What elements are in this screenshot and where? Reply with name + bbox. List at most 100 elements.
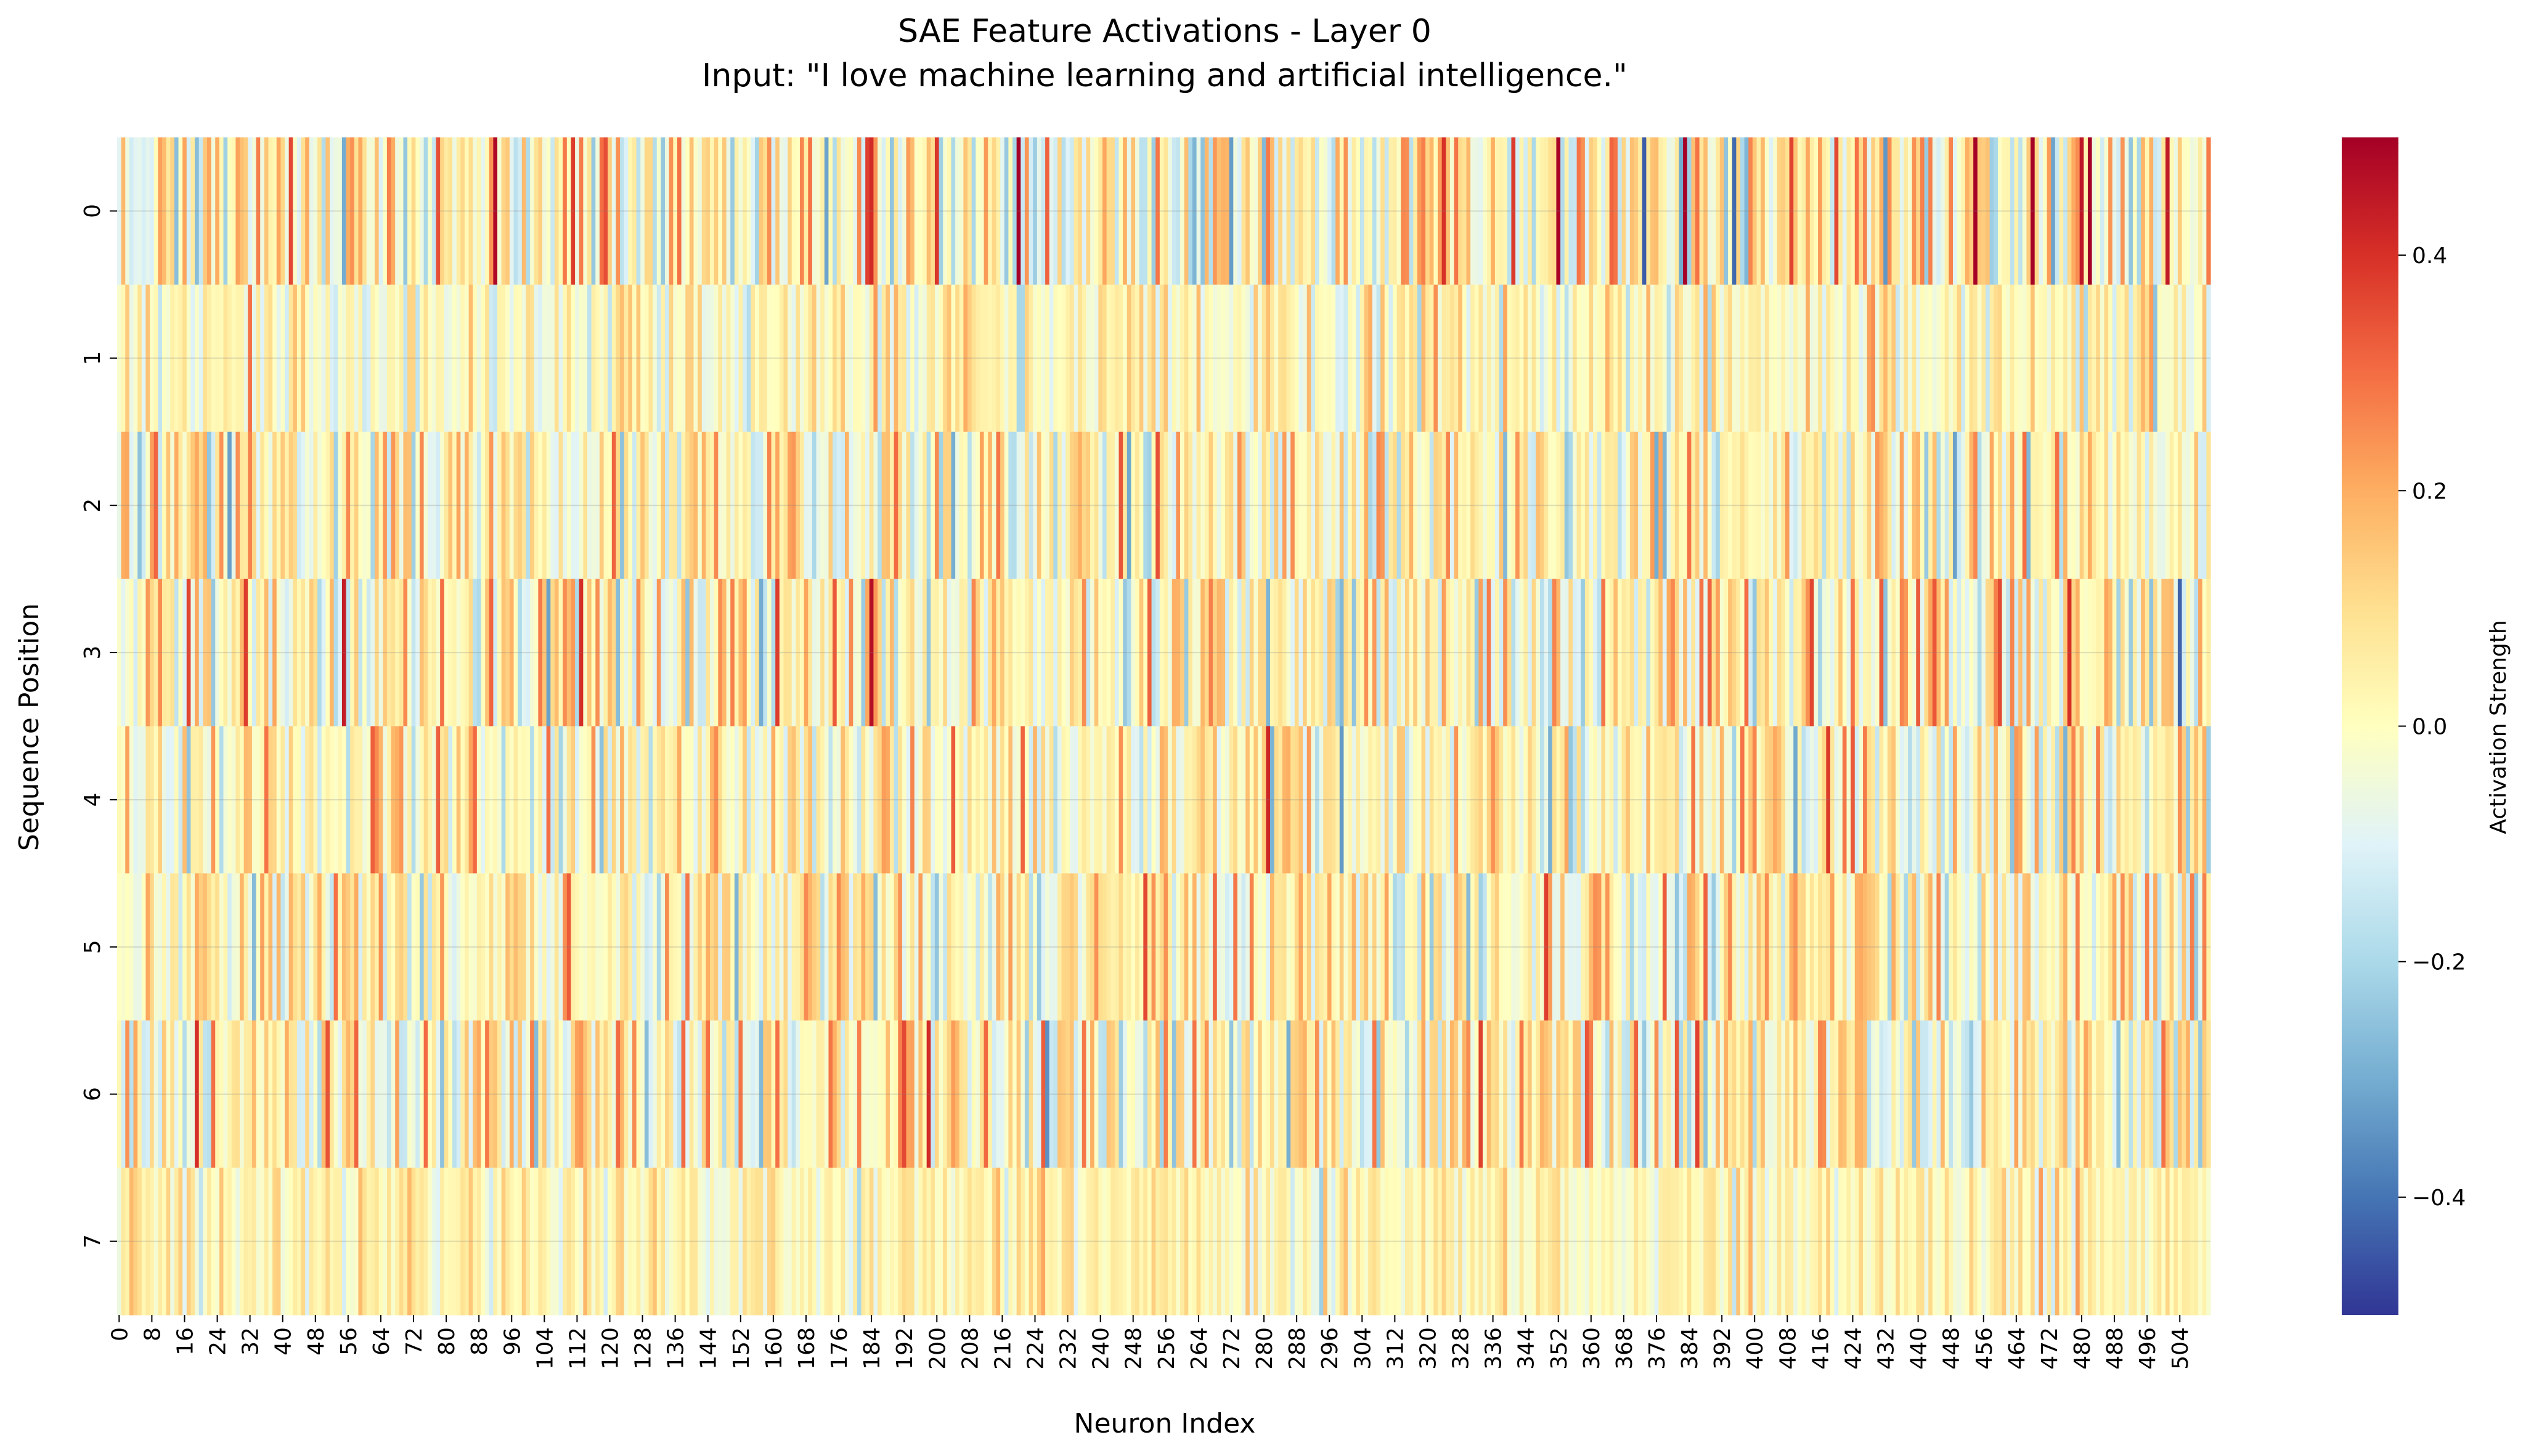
heatmap-cell [268, 726, 273, 874]
heatmap-cell [1801, 726, 1806, 874]
heatmap-cell [1728, 1020, 1733, 1168]
heatmap-cell [1646, 1168, 1651, 1316]
heatmap-cell [235, 579, 240, 727]
heatmap-cell [2087, 873, 2093, 1021]
heatmap-cell [2186, 579, 2191, 727]
heatmap-cell [407, 431, 412, 580]
heatmap-cell [1879, 873, 1884, 1021]
heatmap-cell [861, 1020, 866, 1168]
heatmap-cell [285, 1020, 290, 1168]
heatmap-cell [444, 726, 449, 874]
heatmap-cell [182, 726, 187, 874]
heatmap-cell [947, 873, 952, 1021]
heatmap-cell [1989, 284, 1994, 433]
heatmap-cell [362, 1168, 367, 1316]
heatmap-cell [182, 284, 187, 433]
heatmap-cell [1348, 873, 1353, 1021]
heatmap-cell [1617, 1168, 1623, 1316]
heatmap-cell [889, 137, 895, 285]
heatmap-cell [383, 726, 388, 874]
heatmap-cell [963, 726, 968, 874]
heatmap-cell [276, 284, 281, 433]
heatmap-cell [910, 726, 915, 874]
heatmap-cell [1421, 284, 1426, 433]
heatmap-cell [493, 284, 498, 433]
heatmap-cell [1581, 431, 1586, 580]
heatmap-cell [370, 1020, 375, 1168]
heatmap-cell [468, 137, 473, 285]
heatmap-cell [857, 284, 862, 433]
heatmap-cell [1270, 137, 1275, 285]
heatmap-cell [914, 579, 919, 727]
heatmap-cell [1147, 284, 1152, 433]
heatmap-cell [2039, 726, 2043, 874]
heatmap-cell [718, 579, 723, 727]
heatmap-cell [1192, 137, 1197, 285]
heatmap-cell [1593, 1168, 1598, 1316]
heatmap-cell [1249, 1020, 1255, 1168]
heatmap-cell [1446, 431, 1451, 580]
heatmap-cell [1674, 431, 1680, 580]
heatmap-cell [1225, 726, 1230, 874]
heatmap-cell [1221, 431, 1226, 580]
heatmap-cell [468, 284, 473, 433]
heatmap-cell [575, 137, 580, 285]
heatmap-cell [1834, 1168, 1839, 1316]
heatmap-cell [1184, 137, 1189, 285]
heatmap-cell [378, 726, 383, 874]
heatmap-cell [476, 284, 482, 433]
heatmap-cell [1912, 1020, 1917, 1168]
heatmap-cell [1744, 1168, 1749, 1316]
heatmap-cell [1483, 137, 1488, 285]
heatmap-cell [1401, 137, 1406, 285]
heatmap-cell [2042, 284, 2048, 433]
heatmap-cell [1674, 1168, 1680, 1316]
x-tick-label: 504 [2168, 1327, 2193, 1370]
heatmap-cell [1531, 726, 1536, 874]
heatmap-cell [395, 137, 400, 285]
heatmap-cell [1977, 284, 1982, 433]
heatmap-cell [1896, 431, 1900, 580]
heatmap-cell [1135, 284, 1140, 433]
heatmap-cell [178, 726, 183, 874]
heatmap-cell [456, 1020, 461, 1168]
heatmap-cell [1654, 137, 1659, 285]
heatmap-cell [1589, 873, 1594, 1021]
heatmap-cell [415, 284, 420, 433]
heatmap-cell [1716, 137, 1721, 285]
heatmap-cell [979, 137, 985, 285]
heatmap-cell [521, 1168, 527, 1316]
heatmap-cell [1883, 579, 1888, 727]
heatmap-cell [1899, 137, 1904, 285]
heatmap-cell [828, 726, 833, 874]
heatmap-cell [403, 726, 408, 874]
heatmap-cell [1123, 726, 1128, 874]
heatmap-cell [305, 579, 310, 727]
heatmap-cell [1936, 431, 1941, 580]
heatmap-cell [1359, 1168, 1365, 1316]
heatmap-cell [1478, 1020, 1483, 1168]
heatmap-cell [452, 579, 457, 727]
heatmap-cell [1454, 1168, 1459, 1316]
heatmap-cell [1809, 137, 1815, 285]
heatmap-cell [943, 579, 948, 727]
heatmap-cell [2104, 1168, 2109, 1316]
heatmap-cell [566, 284, 572, 433]
heatmap-cell [1237, 137, 1242, 285]
heatmap-cell [1466, 1020, 1471, 1168]
heatmap-cell [1237, 873, 1242, 1021]
heatmap-cell [1135, 1168, 1140, 1316]
heatmap-cell [1846, 579, 1851, 727]
heatmap-cell [370, 579, 375, 727]
heatmap-cell [1454, 284, 1459, 433]
heatmap-cell [378, 579, 383, 727]
heatmap-cell [1511, 873, 1516, 1021]
heatmap-cell [2022, 1020, 2027, 1168]
heatmap-cell [1303, 284, 1308, 433]
heatmap-cell [673, 137, 678, 285]
heatmap-cell [1258, 579, 1263, 727]
heatmap-cell [1372, 137, 1377, 285]
heatmap-cell [2153, 137, 2158, 285]
heatmap-cell [820, 284, 825, 433]
heatmap-cell [1666, 1020, 1671, 1168]
